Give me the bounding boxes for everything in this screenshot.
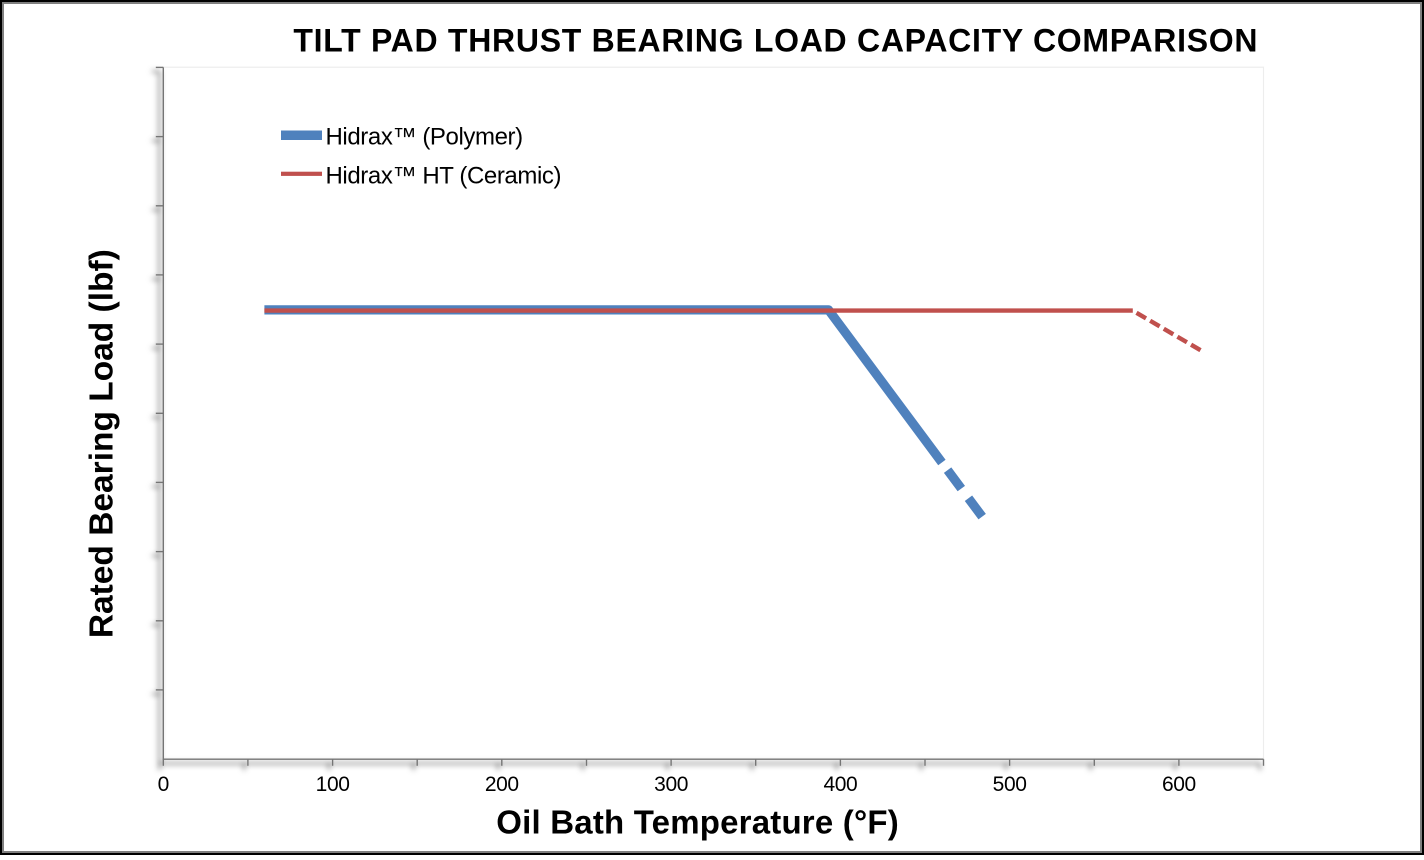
- svg-text:Hidrax™ HT (Ceramic): Hidrax™ HT (Ceramic): [326, 163, 562, 190]
- svg-text:0: 0: [158, 773, 169, 796]
- svg-text:500: 500: [993, 773, 1027, 796]
- svg-text:Rated Bearing Load (lbf): Rated Bearing Load (lbf): [84, 249, 121, 638]
- svg-text:400: 400: [823, 773, 857, 796]
- svg-text:200: 200: [485, 773, 519, 796]
- svg-text:Hidrax™ (Polymer): Hidrax™ (Polymer): [326, 123, 523, 150]
- svg-text:300: 300: [654, 773, 688, 796]
- svg-text:100: 100: [316, 773, 350, 796]
- svg-text:600: 600: [1162, 773, 1196, 796]
- svg-text:Oil Bath Temperature (°F): Oil Bath Temperature (°F): [496, 803, 899, 840]
- svg-text:TILT PAD THRUST BEARING LOAD C: TILT PAD THRUST BEARING LOAD CAPACITY CO…: [293, 22, 1258, 58]
